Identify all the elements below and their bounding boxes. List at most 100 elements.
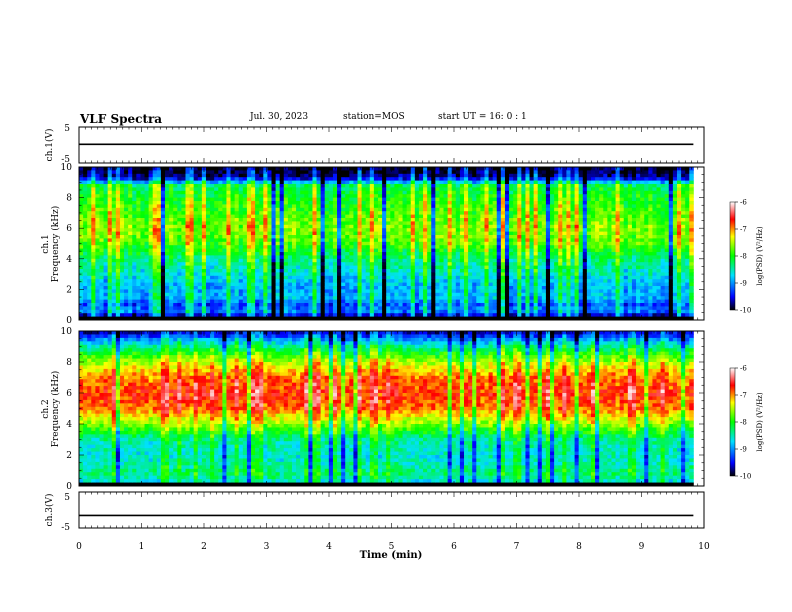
spectrogram-cell xyxy=(197,194,203,198)
spectrogram-cell xyxy=(492,282,498,287)
spectrogram-cell xyxy=(201,228,207,232)
spectrogram-cell xyxy=(439,289,444,294)
spectrogram-cell xyxy=(300,258,305,263)
spectrogram-cell xyxy=(214,221,219,226)
spectrogram-cell xyxy=(513,180,518,185)
spectrogram-cell xyxy=(386,221,391,226)
spectrogram-cell xyxy=(500,289,506,294)
spectrogram-cell xyxy=(230,313,236,317)
spectrogram-cell xyxy=(320,303,326,307)
spectrogram-cell xyxy=(402,218,408,222)
spectrogram-cell xyxy=(287,272,293,277)
spectrogram-cell xyxy=(181,316,186,321)
spectrogram-cell xyxy=(132,238,137,243)
spectrogram-cell xyxy=(132,214,137,219)
spectrogram-cell xyxy=(345,197,350,202)
spectrogram-cell xyxy=(509,258,514,263)
spectrogram-cell xyxy=(423,180,428,185)
spectrogram-cell xyxy=(132,296,137,300)
spectrogram-cell xyxy=(275,258,281,263)
spectrogram-cell xyxy=(185,296,190,300)
spectrogram-cell xyxy=(283,292,289,297)
spectrogram-cell xyxy=(251,282,256,287)
spectrogram-cell xyxy=(500,180,506,185)
spectrogram-cell xyxy=(398,187,403,192)
spectrogram-cell xyxy=(373,282,379,287)
spectrogram-cell xyxy=(361,235,367,239)
spectrogram-cell xyxy=(464,204,469,209)
spectrogram-cell xyxy=(484,241,489,246)
spectrogram-cell xyxy=(255,207,260,212)
spectrogram-cell xyxy=(361,245,367,249)
spectrogram-cell xyxy=(455,289,461,294)
spectrogram-cell xyxy=(480,194,485,198)
spectrogram-cell xyxy=(316,238,322,243)
spectrogram-cell xyxy=(91,299,96,304)
spectrogram-cell xyxy=(205,190,211,195)
spectrogram-cell xyxy=(492,265,498,270)
spectrogram-cell xyxy=(496,303,502,307)
spectrogram-cell xyxy=(300,275,305,280)
spectrogram-cell xyxy=(95,248,100,253)
spectrogram-cell xyxy=(378,269,383,273)
spectrogram-cell xyxy=(341,306,346,311)
spectrogram-cell xyxy=(410,211,416,215)
spectrogram-cell xyxy=(242,177,248,181)
spectrogram-cell xyxy=(369,252,375,256)
spectrogram-cell xyxy=(439,309,444,314)
spectrogram-cell xyxy=(275,255,281,260)
spectrogram-cell xyxy=(144,177,150,181)
spectrogram-cell xyxy=(455,313,461,317)
spectrogram-cell xyxy=(173,197,178,202)
spectrogram-cell xyxy=(468,292,473,297)
spectrogram-cell xyxy=(480,235,485,239)
spectrogram-cell xyxy=(148,204,154,209)
spectrogram-cell xyxy=(197,214,203,219)
spectrogram-cell xyxy=(328,170,334,175)
spectrogram-cell xyxy=(111,316,117,321)
spectrogram-cell xyxy=(492,177,498,181)
spectrogram-cell xyxy=(238,214,244,219)
spectrogram-cell xyxy=(152,279,158,283)
spectrogram-cell xyxy=(492,170,498,175)
spectrogram-cell xyxy=(394,235,399,239)
spectrogram-cell xyxy=(464,177,469,181)
spectrogram-cell xyxy=(177,173,182,178)
spectrogram-cell xyxy=(320,292,326,297)
spectrogram-cell xyxy=(382,218,387,222)
spectrogram-cell xyxy=(255,231,260,236)
spectrogram-cell xyxy=(242,238,248,243)
spectrogram-cell xyxy=(500,211,506,215)
spectrogram-cell xyxy=(197,299,203,304)
spectrogram-cell xyxy=(341,241,346,246)
spectrogram-cell xyxy=(468,238,473,243)
spectrogram-cell xyxy=(504,180,510,185)
spectrogram-cell xyxy=(132,306,137,311)
spectrogram-cell xyxy=(296,170,301,175)
spectrogram-cell xyxy=(504,214,510,219)
spectrogram-cell xyxy=(435,228,440,232)
spectrogram-cell xyxy=(79,190,84,195)
spectrogram-cell xyxy=(173,187,178,192)
spectrogram-cell xyxy=(222,167,227,171)
spectrogram-cell xyxy=(509,190,514,195)
spectrogram-cell xyxy=(365,286,371,290)
spectrogram-cell xyxy=(103,272,109,277)
spectrogram-cell xyxy=(95,309,100,314)
spectrogram-cell xyxy=(156,313,162,317)
spectrogram-cell xyxy=(345,170,350,175)
spectrogram-cell xyxy=(447,262,453,266)
spectrogram-cell xyxy=(156,269,162,273)
spectrogram-cell xyxy=(324,258,330,263)
spectrogram-cell xyxy=(455,211,461,215)
spectrogram-cell xyxy=(181,269,186,273)
spectrogram-cell xyxy=(480,279,485,283)
spectrogram-cell xyxy=(124,303,129,307)
spectrogram-cell xyxy=(312,289,317,294)
spectrogram-cell xyxy=(246,303,252,307)
spectrogram-cell xyxy=(83,235,88,239)
spectrogram-cell xyxy=(177,231,182,236)
spectrogram-cell xyxy=(504,255,510,260)
spectrogram-cell xyxy=(193,292,199,297)
